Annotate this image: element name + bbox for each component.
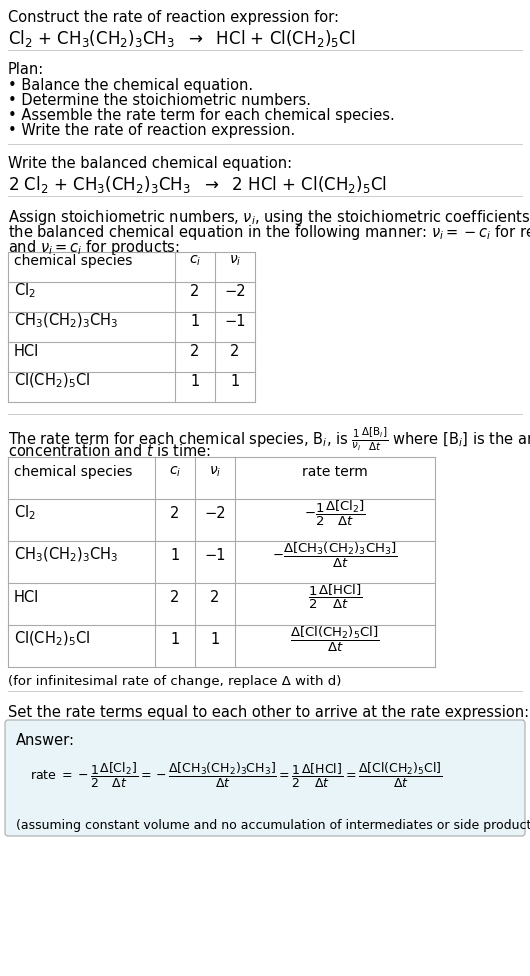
Text: CH$_3$(CH$_2$)$_3$CH$_3$: CH$_3$(CH$_2$)$_3$CH$_3$ — [14, 546, 118, 564]
Text: Answer:: Answer: — [16, 733, 75, 748]
Text: $c_i$: $c_i$ — [189, 254, 201, 268]
Text: $c_i$: $c_i$ — [169, 465, 181, 479]
Text: HCl: HCl — [14, 344, 39, 358]
Text: Cl$_2$ + CH$_3$(CH$_2$)$_3$CH$_3$  $\rightarrow$  HCl + Cl(CH$_2$)$_5$Cl: Cl$_2$ + CH$_3$(CH$_2$)$_3$CH$_3$ $\righ… — [8, 28, 356, 49]
Text: 2: 2 — [170, 506, 180, 520]
Text: −1: −1 — [224, 313, 246, 329]
Text: • Write the rate of reaction expression.: • Write the rate of reaction expression. — [8, 123, 295, 138]
Text: rate term: rate term — [302, 465, 368, 479]
Text: $-\dfrac{1}{2}\dfrac{\Delta[\mathrm{Cl_2}]}{\Delta t}$: $-\dfrac{1}{2}\dfrac{\Delta[\mathrm{Cl_2… — [304, 499, 366, 528]
Text: and $\nu_i = c_i$ for products:: and $\nu_i = c_i$ for products: — [8, 238, 180, 257]
Text: $\dfrac{1}{2}\dfrac{\Delta[\mathrm{HCl}]}{\Delta t}$: $\dfrac{1}{2}\dfrac{\Delta[\mathrm{HCl}]… — [308, 583, 362, 611]
Text: CH$_3$(CH$_2$)$_3$CH$_3$: CH$_3$(CH$_2$)$_3$CH$_3$ — [14, 311, 118, 330]
Text: Set the rate terms equal to each other to arrive at the rate expression:: Set the rate terms equal to each other t… — [8, 705, 529, 720]
Text: Write the balanced chemical equation:: Write the balanced chemical equation: — [8, 156, 292, 171]
Text: 2: 2 — [190, 283, 200, 299]
Text: 1: 1 — [170, 631, 180, 646]
Text: 1: 1 — [170, 548, 180, 562]
Text: chemical species: chemical species — [14, 254, 132, 268]
Text: • Assemble the rate term for each chemical species.: • Assemble the rate term for each chemic… — [8, 108, 395, 123]
Text: Cl(CH$_2$)$_5$Cl: Cl(CH$_2$)$_5$Cl — [14, 630, 90, 648]
Text: 2: 2 — [190, 344, 200, 358]
Text: HCl: HCl — [14, 590, 39, 604]
Text: $\nu_i$: $\nu_i$ — [229, 254, 241, 268]
Text: −2: −2 — [224, 283, 246, 299]
Text: • Balance the chemical equation.: • Balance the chemical equation. — [8, 78, 253, 93]
Text: chemical species: chemical species — [14, 465, 132, 479]
Text: 2: 2 — [170, 590, 180, 604]
Text: 1: 1 — [231, 374, 240, 388]
Text: −1: −1 — [204, 548, 226, 562]
Text: $\nu_i$: $\nu_i$ — [209, 465, 221, 479]
Text: the balanced chemical equation in the following manner: $\nu_i = -c_i$ for react: the balanced chemical equation in the fo… — [8, 223, 530, 242]
Text: −2: −2 — [204, 506, 226, 520]
Text: Cl$_2$: Cl$_2$ — [14, 282, 36, 301]
Text: Assign stoichiometric numbers, $\nu_i$, using the stoichiometric coefficients, $: Assign stoichiometric numbers, $\nu_i$, … — [8, 208, 530, 227]
Text: 2 Cl$_2$ + CH$_3$(CH$_2$)$_3$CH$_3$  $\rightarrow$  2 HCl + Cl(CH$_2$)$_5$Cl: 2 Cl$_2$ + CH$_3$(CH$_2$)$_3$CH$_3$ $\ri… — [8, 174, 387, 195]
Text: 2: 2 — [210, 590, 220, 604]
Text: 2: 2 — [231, 344, 240, 358]
Text: Plan:: Plan: — [8, 62, 44, 77]
Text: $-\dfrac{\Delta[\mathrm{CH_3(CH_2)_3CH_3}]}{\Delta t}$: $-\dfrac{\Delta[\mathrm{CH_3(CH_2)_3CH_3… — [272, 541, 398, 570]
Text: Construct the rate of reaction expression for:: Construct the rate of reaction expressio… — [8, 10, 339, 25]
Text: 1: 1 — [210, 631, 219, 646]
Text: The rate term for each chemical species, B$_i$, is $\frac{1}{\nu_i}\frac{\Delta[: The rate term for each chemical species,… — [8, 426, 530, 454]
Text: concentration and $t$ is time:: concentration and $t$ is time: — [8, 443, 211, 459]
Text: Cl$_2$: Cl$_2$ — [14, 504, 36, 522]
Text: 1: 1 — [190, 313, 200, 329]
Text: Cl(CH$_2$)$_5$Cl: Cl(CH$_2$)$_5$Cl — [14, 372, 90, 390]
Text: • Determine the stoichiometric numbers.: • Determine the stoichiometric numbers. — [8, 93, 311, 108]
FancyBboxPatch shape — [5, 720, 525, 836]
Text: rate $= -\dfrac{1}{2}\dfrac{\Delta[\mathrm{Cl_2}]}{\Delta t} = -\dfrac{\Delta[\m: rate $= -\dfrac{1}{2}\dfrac{\Delta[\math… — [30, 761, 443, 790]
Text: 1: 1 — [190, 374, 200, 388]
Text: $\dfrac{\Delta[\mathrm{Cl(CH_2)_5Cl}]}{\Delta t}$: $\dfrac{\Delta[\mathrm{Cl(CH_2)_5Cl}]}{\… — [290, 625, 380, 654]
Text: (for infinitesimal rate of change, replace Δ with d): (for infinitesimal rate of change, repla… — [8, 675, 341, 688]
Text: (assuming constant volume and no accumulation of intermediates or side products): (assuming constant volume and no accumul… — [16, 819, 530, 832]
